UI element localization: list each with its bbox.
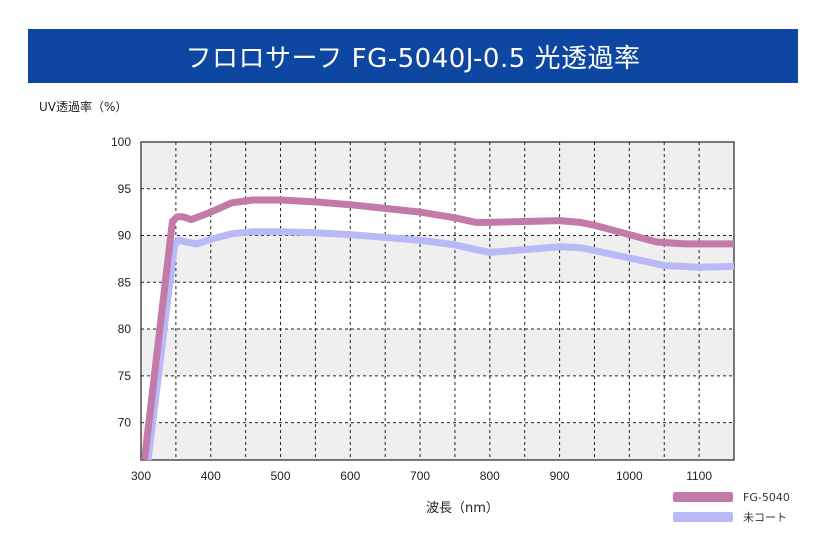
- x-tick-label: 300: [131, 469, 151, 483]
- band: [141, 142, 734, 189]
- legend-swatch-fg5040: [673, 492, 733, 502]
- x-tick-label: 1000: [616, 469, 643, 483]
- x-tick-label: 400: [201, 469, 221, 483]
- series-line-uncoated: [144, 228, 735, 461]
- series-line-fg5040: [141, 196, 734, 461]
- legend-item-fg5040: FG-5040: [673, 487, 790, 507]
- y-axis-label: UV透過率（%）: [39, 100, 128, 114]
- y-tick-label: 95: [118, 182, 132, 196]
- legend: FG-5040 未コート: [673, 487, 790, 527]
- plot-frame: [140, 141, 735, 461]
- legend-swatch-uncoated: [673, 512, 733, 522]
- chart-title: フロロサーフ FG-5040J-0.5 光透過率: [28, 29, 798, 83]
- y-tick-label: 100: [111, 135, 131, 149]
- x-tick-label: 800: [480, 469, 500, 483]
- y-tick-label: 75: [118, 369, 132, 383]
- y-tick-label: 90: [118, 229, 132, 243]
- band: [141, 422, 734, 460]
- y-tick-label: 85: [118, 275, 132, 289]
- y-tick-label: 70: [118, 416, 132, 430]
- x-tick-label: 500: [271, 469, 291, 483]
- x-tick-label: 1100: [686, 469, 712, 483]
- legend-label-fg5040: FG-5040: [743, 490, 790, 504]
- legend-item-uncoated: 未コート: [673, 507, 790, 527]
- x-tick-label: 600: [340, 469, 360, 483]
- x-axis-label: 波長（nm）: [426, 501, 499, 516]
- x-tick-label: 700: [410, 469, 430, 483]
- band: [141, 329, 734, 376]
- x-tick-label: 900: [550, 469, 570, 483]
- legend-label-uncoated: 未コート: [743, 511, 787, 524]
- y-tick-label: 80: [118, 322, 132, 336]
